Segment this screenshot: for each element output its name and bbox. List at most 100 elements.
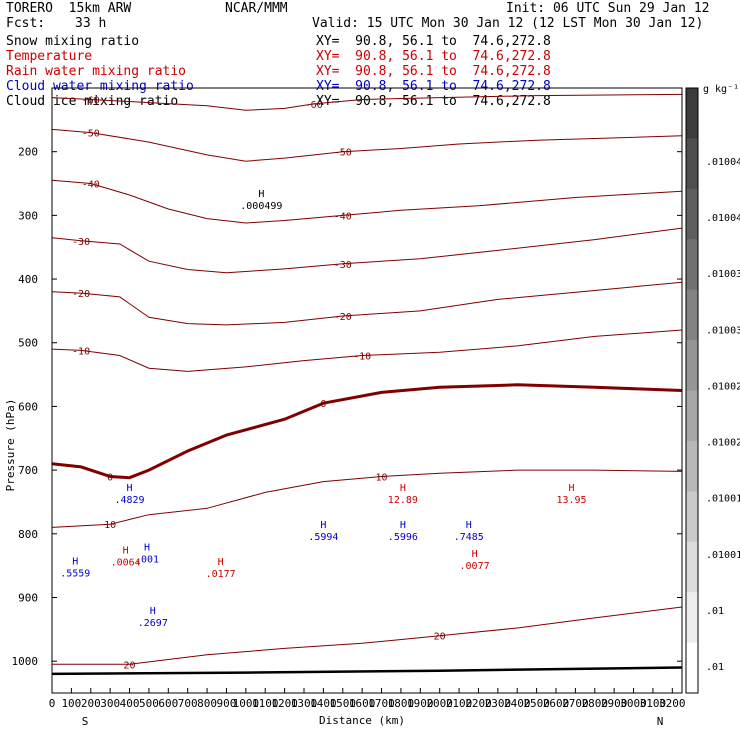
surface-line — [51, 666, 683, 676]
maximum-marker-10: H — [123, 546, 129, 557]
contour-label--20-0: -20 — [72, 289, 90, 300]
contour-label-20-0: 20 — [124, 660, 136, 671]
contour-label--20-1: -20 — [334, 312, 352, 323]
colorbar-label-0: .01004 — [706, 157, 740, 168]
y-tick-label-600: 600 — [18, 400, 38, 413]
contour-label--10-1: -10 — [353, 351, 371, 362]
x-tick-label-1700: 1700 — [368, 697, 395, 710]
maximum-marker-4: H — [72, 556, 78, 567]
temperature-contours: -60 -60 -50 -50 -40 -40 -30 -30 -20 -20 -10 -10 0 0 10… — [51, 93, 683, 676]
colorbar-swatch-2 — [686, 188, 698, 240]
x-tick-label-700: 700 — [178, 697, 198, 710]
y-tick-label-500: 500 — [18, 337, 38, 350]
x-tick-label-2900: 2900 — [601, 697, 628, 710]
contour-label--50-0: -50 — [82, 129, 100, 140]
colorbar-frame — [685, 87, 699, 694]
x-tick-label-2700: 2700 — [562, 697, 589, 710]
maximum-value-2: 13.95 — [556, 495, 586, 506]
y-tick-label-300: 300 — [18, 209, 38, 222]
x-tick-label-2100: 2100 — [446, 697, 473, 710]
colorbar-label-4: .01002 — [706, 381, 740, 392]
forecast-value: 33 h — [75, 16, 107, 31]
maximum-value-1: 12.89 — [388, 495, 418, 506]
contour-line--30 — [51, 227, 683, 274]
field-name-snow: Snow mixing ratio — [6, 34, 140, 49]
contour-label-20-1: 20 — [434, 632, 446, 643]
model-title: TORERO 15km ARW — [6, 1, 132, 16]
field-xy-snow: XY= 90.8, 56.1 to 74.6,272.8 — [316, 34, 551, 49]
y-axis-label: Pressure (hPa) — [4, 399, 17, 492]
maximum-marker-2: H — [568, 483, 574, 494]
colorbar-swatch-11 — [686, 642, 698, 694]
maximum-value-10: .0064 — [111, 558, 141, 569]
x-tick-label-1500: 1500 — [330, 697, 357, 710]
y-tick-label-1000: 1000 — [12, 655, 39, 668]
maximum-value-3: .4829 — [114, 495, 144, 506]
contour-line--40 — [51, 179, 683, 224]
x-tick-label-1100: 1100 — [252, 697, 279, 710]
colorbar-label-9: .01 — [706, 662, 724, 673]
colorbar-label-8: .01 — [706, 606, 724, 617]
x-tick-label-2800: 2800 — [582, 697, 609, 710]
maximum-value-12: .0077 — [460, 561, 490, 572]
contour-label--40-0: -40 — [82, 180, 100, 191]
center-title: NCAR/MMM — [225, 1, 288, 16]
y-tick-label-800: 800 — [18, 528, 38, 541]
maximum-marker-11: H — [218, 557, 224, 568]
maximum-value-7: .5996 — [388, 532, 418, 543]
contour-label--30-0: -30 — [72, 237, 90, 248]
contour-line-10 — [51, 469, 683, 528]
maximum-marker-1: H — [400, 483, 406, 494]
contour-label-10-1: 10 — [376, 472, 388, 483]
x-tick-label-1900: 1900 — [407, 697, 434, 710]
x-tick-label-400: 400 — [120, 697, 140, 710]
y-tick-label-900: 900 — [18, 591, 38, 604]
colorbar-unit: g kg⁻¹ — [703, 84, 739, 95]
x-tick-label-200: 200 — [81, 697, 101, 710]
valid-time: Valid: 15 UTC Mon 30 Jan 12 (12 LST Mon … — [312, 16, 704, 31]
colorbar-swatch-0 — [686, 88, 698, 139]
x-tick-label-2600: 2600 — [543, 697, 570, 710]
x-tick-label-800: 800 — [197, 697, 217, 710]
contour-line--60 — [51, 93, 683, 111]
x-tick-label-100: 100 — [61, 697, 81, 710]
maximum-marker-7: H — [400, 520, 406, 531]
maximum-value-11: .0177 — [206, 569, 236, 580]
contour-line-0 — [51, 383, 683, 480]
maximum-marker-9: H — [144, 542, 150, 553]
colorbar-swatch-7 — [686, 440, 698, 492]
colorbar-label-7: .01001 — [706, 550, 740, 561]
plot-frame — [51, 87, 683, 694]
colorbar-label-3: .01003 — [706, 325, 740, 336]
colorbar-label-2: .01003 — [706, 269, 740, 280]
colorbar-swatch-10 — [686, 592, 698, 644]
field-name-rain: Rain water mixing ratio — [6, 64, 187, 79]
maximum-marker-8: H — [466, 520, 472, 531]
maximum-value-9: .001 — [135, 554, 159, 565]
contour-line--50 — [51, 128, 683, 162]
x-axis-label: Distance (km) — [319, 714, 405, 727]
x-tick-label-3000: 3000 — [620, 697, 647, 710]
colorbar-label-6: .01001 — [706, 494, 740, 505]
north-label: N — [657, 715, 664, 728]
contour-label-0-0: 0 — [107, 472, 113, 483]
x-tick-label-3100: 3100 — [640, 697, 667, 710]
x-tick-label-1000: 1000 — [233, 697, 260, 710]
field-name-cloud-water: Cloud water mixing ratio — [6, 79, 194, 94]
y-tick-label-200: 200 — [18, 146, 38, 159]
maximum-value-0: .000499 — [240, 201, 282, 212]
x-tick-label-1800: 1800 — [388, 697, 415, 710]
contour-label-0-1: 0 — [320, 399, 326, 410]
maximum-value-5: .2697 — [138, 618, 168, 629]
x-tick-label-600: 600 — [158, 697, 178, 710]
maximum-marker-6: H — [320, 520, 326, 531]
colorbar-swatch-1 — [686, 138, 698, 190]
x-tick-label-2400: 2400 — [504, 697, 531, 710]
field-xy-temperature: XY= 90.8, 56.1 to 74.6,272.8 — [316, 49, 551, 64]
south-label: S — [82, 715, 89, 728]
maximum-value-6: .5994 — [308, 532, 338, 543]
x-tick-label-1200: 1200 — [271, 697, 298, 710]
field-name-temperature: Temperature — [6, 49, 93, 64]
